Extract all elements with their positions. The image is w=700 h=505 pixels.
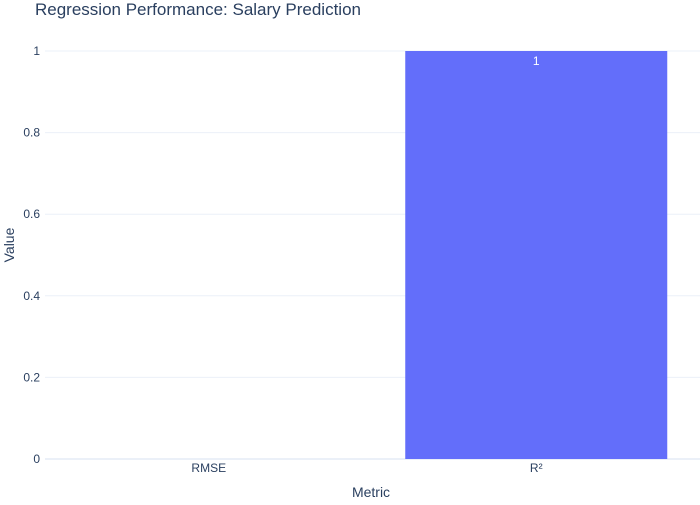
y-axis-title: Value [1, 227, 17, 262]
y-tick-label: 0.6 [23, 207, 40, 221]
x-tick-label: R² [530, 461, 543, 475]
y-tick-label: 0.2 [23, 370, 40, 384]
y-tick-label: 0 [33, 452, 40, 466]
bar-layer: 1 [405, 51, 668, 459]
tick-layer: 0 0.2 0.4 0.6 0.8 1 RMSE R² [23, 44, 542, 475]
x-axis-title: Metric [352, 484, 390, 500]
y-tick-label: 0.8 [23, 126, 40, 140]
y-tick-label: 0.4 [23, 289, 40, 303]
bar-2[interactable] [405, 51, 668, 459]
bar-data-label: 1 [533, 54, 540, 68]
chart-title: Regression Performance: Salary Predictio… [35, 0, 361, 19]
y-tick-label: 1 [33, 44, 40, 58]
x-tick-label: RMSE [191, 461, 226, 475]
